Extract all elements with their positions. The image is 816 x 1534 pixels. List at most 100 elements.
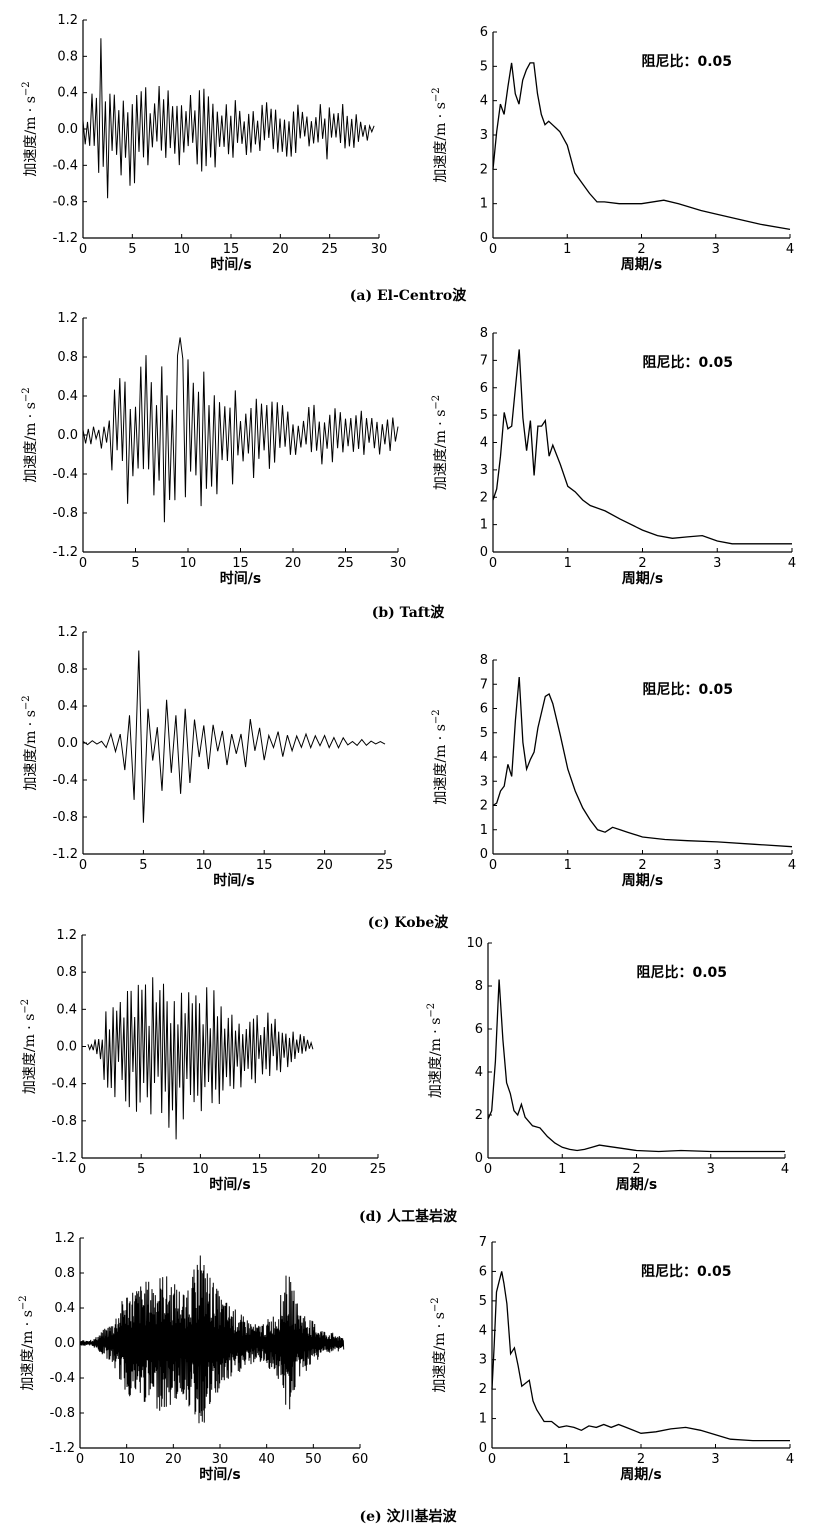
y-axis-label: 加速度/m · s−2: [431, 87, 449, 182]
caption-a: (a) El-Centro波: [349, 288, 467, 304]
x-tick-label: 20: [285, 556, 302, 571]
x-tick-label: 1: [562, 1452, 570, 1467]
x-axis-label: 时间/s: [220, 570, 261, 587]
x-tick-label: 50: [305, 1452, 322, 1467]
x-tick-label: 5: [139, 858, 147, 873]
x-tick-label: 10: [173, 242, 190, 257]
y-tick-label: 5: [480, 59, 488, 74]
x-tick-label: 4: [788, 858, 796, 873]
x-tick-label: 60: [352, 1452, 369, 1467]
chart-b-time: 0 5 10 15 20 25 30 -1.2 -0.8 -0.4 0.0 0.4 0.8 1.2 时间/s…: [21, 311, 406, 587]
y-tick-label: 4: [480, 94, 488, 109]
y-tick-label: -0.4: [53, 467, 78, 482]
chart-d-spec: 0 1 2 3 4 0 2 4 6 8 10 周期/s 加速度/m · s−2 阻尼比：0.05: [426, 936, 789, 1193]
y-tick-label: 2: [479, 1382, 487, 1397]
y-tick-label: 8: [480, 326, 488, 341]
x-tick-label: 0: [489, 858, 497, 873]
y-tick-label: -0.8: [53, 810, 78, 825]
y-tick-label: -0.4: [53, 158, 78, 173]
x-tick-label: 1: [564, 858, 572, 873]
y-tick-label: -1.2: [53, 847, 78, 862]
series-line: [82, 38, 375, 199]
x-tick-label: 10: [192, 1162, 209, 1177]
y-axis-label: 加速度/m · s−2: [431, 395, 449, 490]
y-tick-label: 1: [479, 1412, 487, 1427]
x-tick-label: 3: [711, 1452, 719, 1467]
chart-c-spec: 0 1 2 3 4 0 1 2 3 4 5 6 7 8 周期/s 加速度/m · s−2 阻尼比：0.05: [431, 653, 796, 889]
x-tick-label: 3: [712, 242, 720, 257]
chart-d-time: 0 5 10 15 20 25 -1.2 -0.8 -0.4 0.0 0.4 0.8 1.2 时间/s 加速…: [20, 928, 386, 1193]
series-line: [491, 1271, 790, 1442]
y-tick-label: -1.2: [50, 1441, 75, 1456]
caption-b: (b) Taft波: [371, 605, 445, 621]
chart-e-spec: 0 1 2 3 4 0 1 2 3 4 5 6 7 周期/s 加速度/m · s−2 阻尼比：0.05: [430, 1235, 794, 1483]
y-tick-label: 6: [479, 1264, 487, 1279]
chart-a-time: 0 5 10 15 20 25 30 -1.2 -0.8 -0.4 0.0 0.4 0.8 1.2 时间/s…: [21, 13, 387, 273]
x-tick-label: 25: [321, 242, 338, 257]
damping-annotation: 阻尼比：0.05: [643, 681, 734, 698]
y-tick-label: -0.8: [53, 195, 78, 210]
x-tick-label: 2: [632, 1162, 640, 1177]
y-tick-label: 8: [480, 653, 488, 668]
x-tick-label: 5: [137, 1162, 145, 1177]
x-tick-label: 20: [272, 242, 289, 257]
x-tick-label: 15: [223, 242, 240, 257]
x-axis-label: 周期/s: [620, 1467, 661, 1483]
series-line: [87, 977, 314, 1140]
y-tick-label: 4: [479, 1323, 487, 1338]
damping-annotation: 阻尼比：0.05: [642, 53, 733, 70]
y-tick-label: 5: [479, 1294, 487, 1309]
y-tick-label: 4: [480, 436, 488, 451]
x-axis-label: 时间/s: [209, 1176, 250, 1193]
caption-d: (d) 人工基岩波: [359, 1209, 457, 1225]
series-line: [492, 62, 791, 231]
x-tick-label: 1: [563, 242, 571, 257]
x-tick-label: 1: [564, 556, 572, 571]
x-tick-label: 0: [79, 242, 87, 257]
series-line: [82, 650, 386, 823]
y-axis-label: 加速度/m · s−2: [18, 1295, 36, 1390]
x-tick-label: 40: [258, 1452, 275, 1467]
y-tick-label: -0.8: [53, 506, 78, 521]
y-tick-label: -1.2: [53, 545, 78, 560]
x-tick-label: 3: [713, 858, 721, 873]
y-axis-label: 加速度/m · s−2: [430, 1297, 448, 1392]
x-tick-label: 0: [484, 1162, 492, 1177]
y-tick-label: 0.4: [57, 389, 78, 404]
y-tick-label: 0.4: [54, 1301, 75, 1316]
x-tick-label: 10: [196, 858, 213, 873]
x-tick-label: 0: [79, 556, 87, 571]
x-tick-label: 0: [489, 556, 497, 571]
y-tick-label: 0.4: [57, 86, 78, 101]
y-tick-label: 0: [480, 847, 488, 862]
caption-c: (c) Kobe波: [367, 915, 449, 931]
x-axis-label: 周期/s: [616, 1177, 657, 1193]
y-tick-label: 6: [480, 381, 488, 396]
x-tick-label: 15: [256, 858, 273, 873]
x-tick-label: 30: [390, 556, 407, 571]
y-tick-label: 3: [480, 774, 488, 789]
x-axis-label: 时间/s: [210, 256, 251, 273]
y-tick-label: -0.4: [50, 1371, 75, 1386]
x-tick-label: 0: [79, 858, 87, 873]
x-tick-label: 5: [128, 242, 136, 257]
series-line: [79, 1255, 345, 1424]
y-tick-label: 6: [480, 25, 488, 40]
x-tick-label: 3: [707, 1162, 715, 1177]
y-tick-label: 0: [480, 231, 488, 246]
y-tick-label: 7: [480, 677, 488, 692]
x-tick-label: 0: [488, 1452, 496, 1467]
y-axis-label: 加速度/m · s−2: [21, 81, 39, 176]
y-tick-label: 0.8: [57, 49, 78, 64]
x-tick-label: 4: [786, 1452, 794, 1467]
x-axis-label: 周期/s: [622, 873, 663, 889]
series-line: [82, 337, 399, 523]
y-tick-label: 7: [480, 353, 488, 368]
x-tick-label: 30: [371, 242, 388, 257]
y-tick-label: 0.0: [54, 1336, 75, 1351]
y-tick-label: 3: [480, 128, 488, 143]
x-tick-label: 0: [78, 1162, 86, 1177]
series-line: [492, 349, 792, 545]
y-tick-label: 1.2: [54, 1231, 75, 1246]
x-tick-label: 2: [638, 858, 646, 873]
